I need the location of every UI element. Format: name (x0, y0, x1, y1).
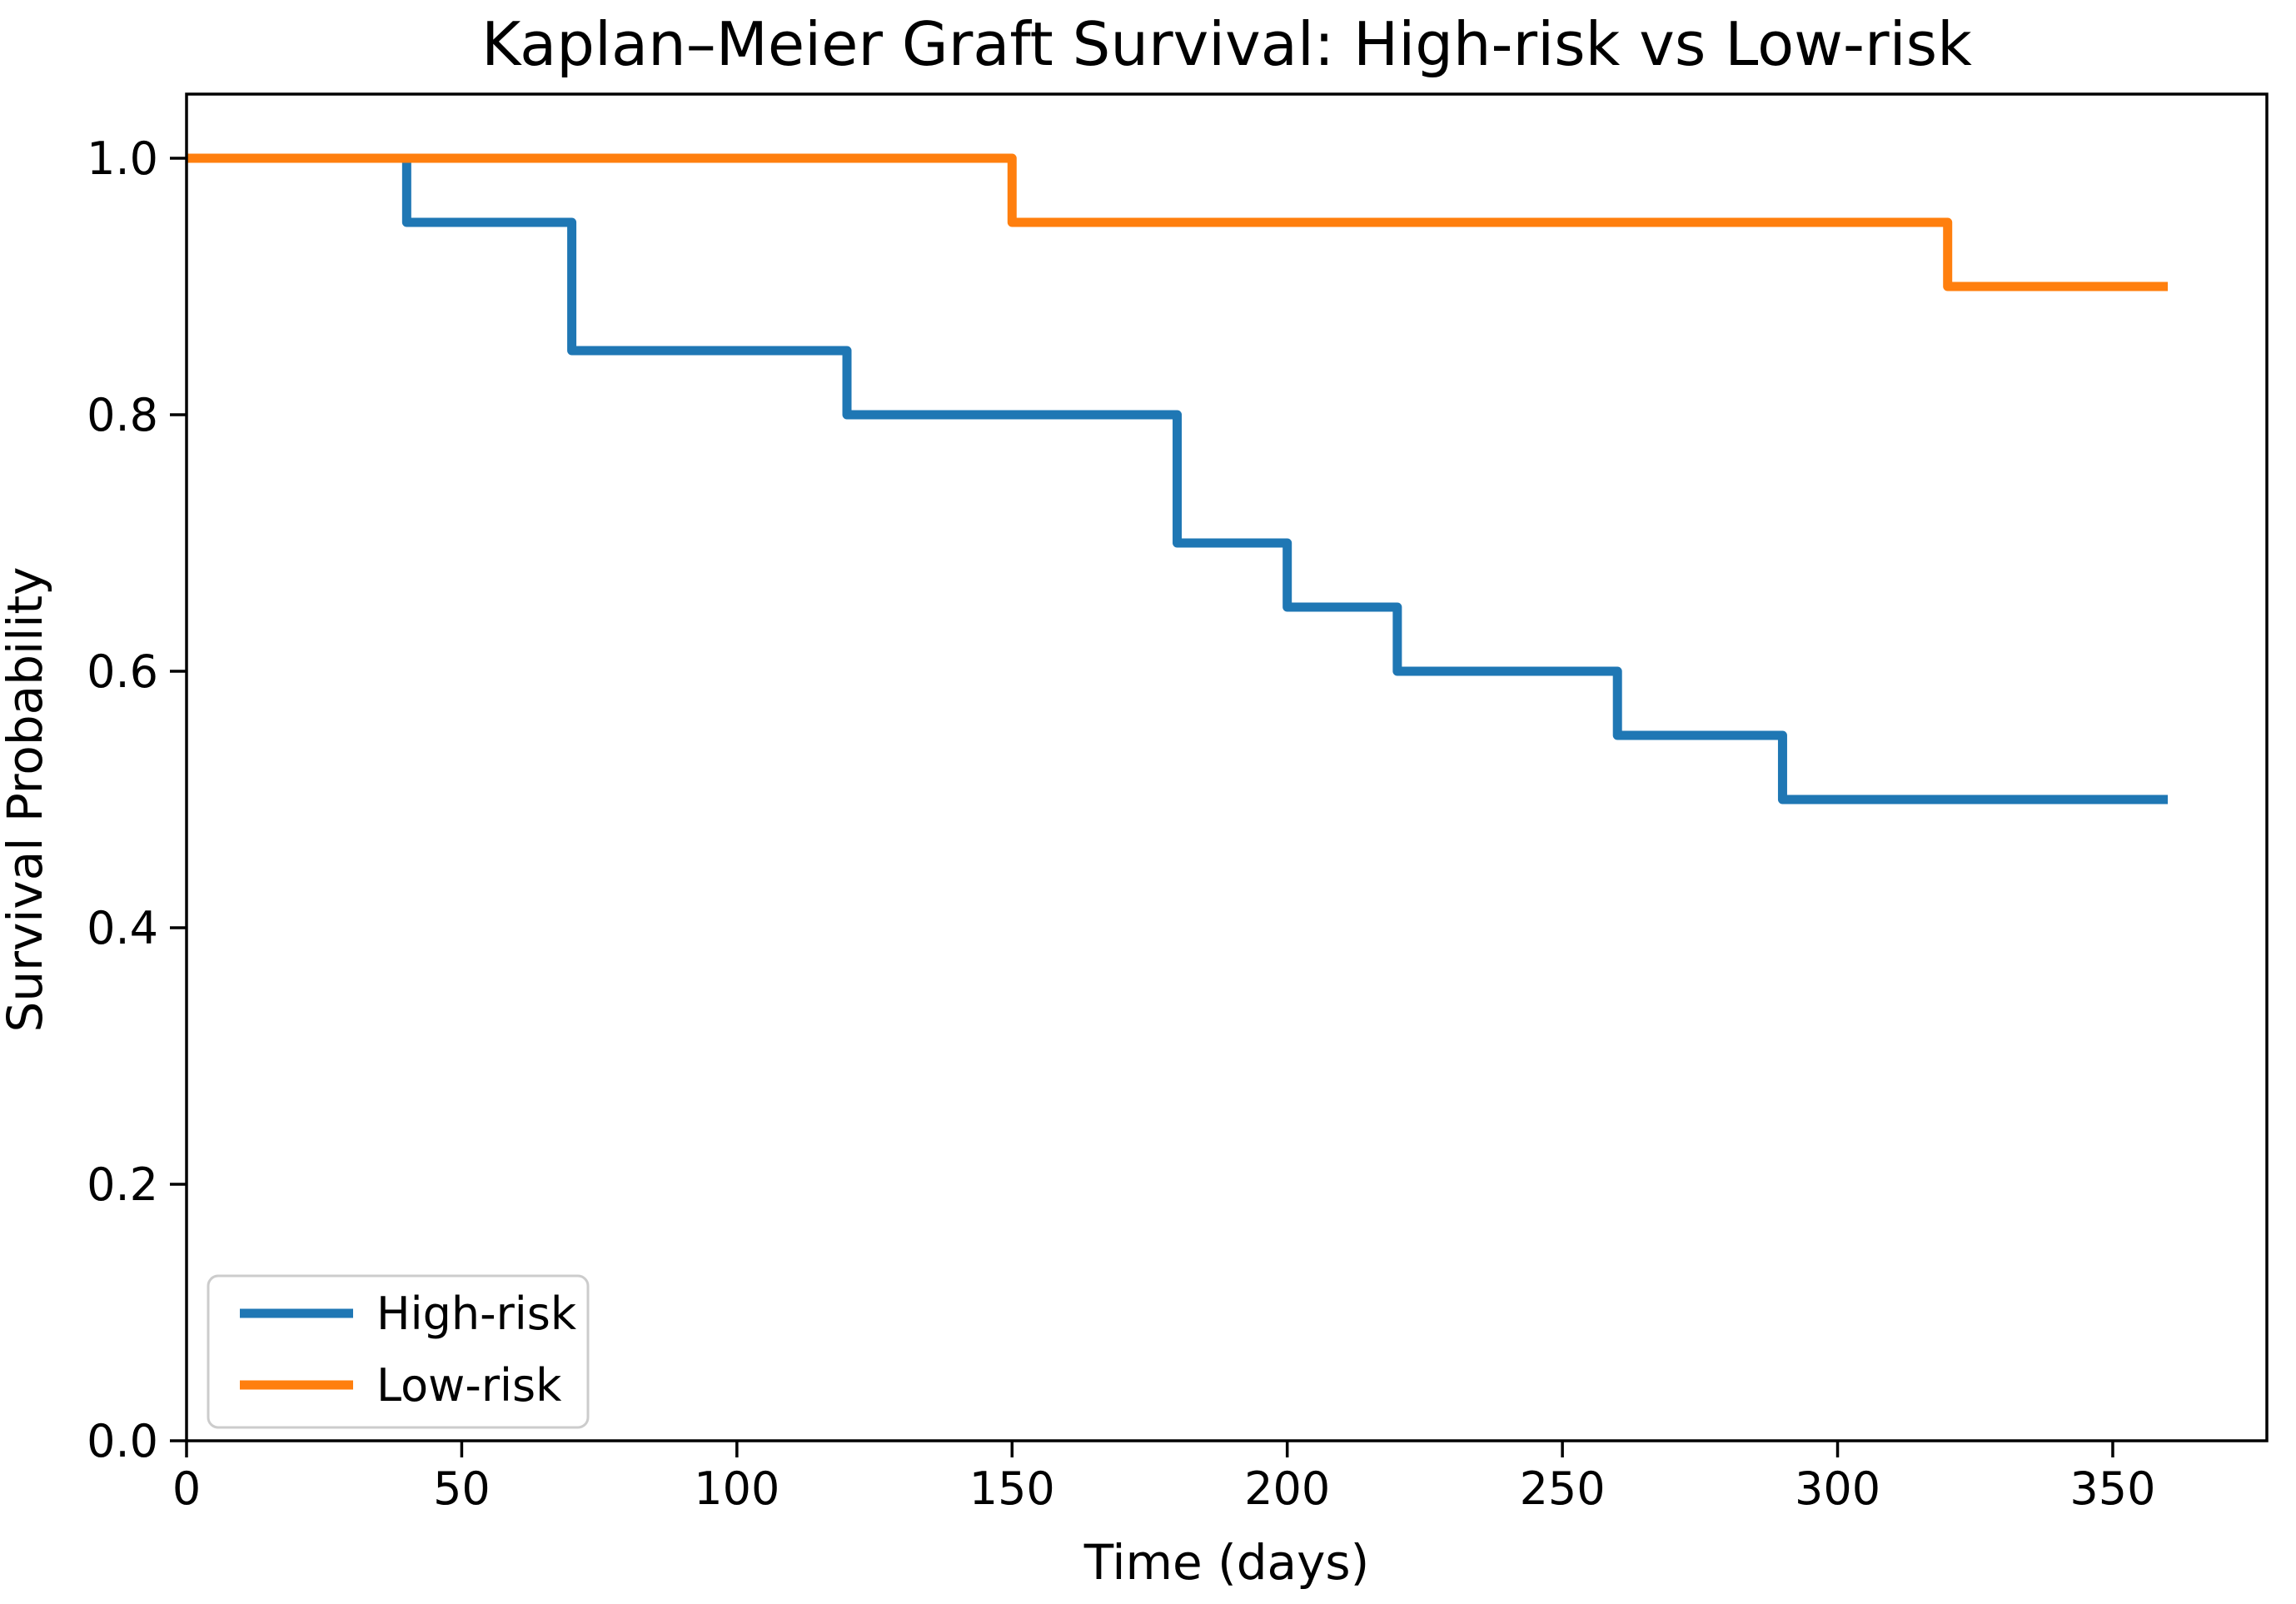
x-tick-label: 150 (969, 1462, 1055, 1515)
series-line-low-risk (187, 153, 2169, 291)
legend-low-risk-label: Low-risk (376, 1359, 562, 1412)
legend: High-risk Low-risk (207, 1274, 590, 1429)
y-tick-label: 1.0 (87, 132, 158, 185)
y-tick-label: 0.8 (87, 389, 158, 441)
plot-area: 0 50 100 150 200 250 300 350 0.0 0.2 0.4 0.6 0.8 1.0 (87, 92, 2269, 1515)
y-tick-label: 0.0 (87, 1415, 158, 1467)
y-tick-label: 0.6 (87, 645, 158, 698)
x-tick-label: 300 (1795, 1462, 1880, 1515)
x-tick-label: 0 (172, 1462, 201, 1515)
y-tick-label: 0.2 (87, 1158, 158, 1211)
series-line-high-risk (187, 153, 2169, 804)
y-tick-label: 0.4 (87, 902, 158, 954)
axes-spines (185, 92, 2269, 1442)
x-tick-label: 350 (2069, 1462, 2155, 1515)
chart-title: Kaplan–Meier Graft Survival: High-risk v… (481, 9, 1972, 79)
x-tick-label: 50 (433, 1462, 491, 1515)
legend-high-risk-label: High-risk (376, 1288, 577, 1340)
y-axis-label: Survival Probability (0, 567, 53, 1033)
x-tick-label: 100 (694, 1462, 779, 1515)
x-axis-label: Time (days) (1083, 1534, 1370, 1591)
x-tick-label: 250 (1520, 1462, 1606, 1515)
x-tick-label: 200 (1244, 1462, 1330, 1515)
